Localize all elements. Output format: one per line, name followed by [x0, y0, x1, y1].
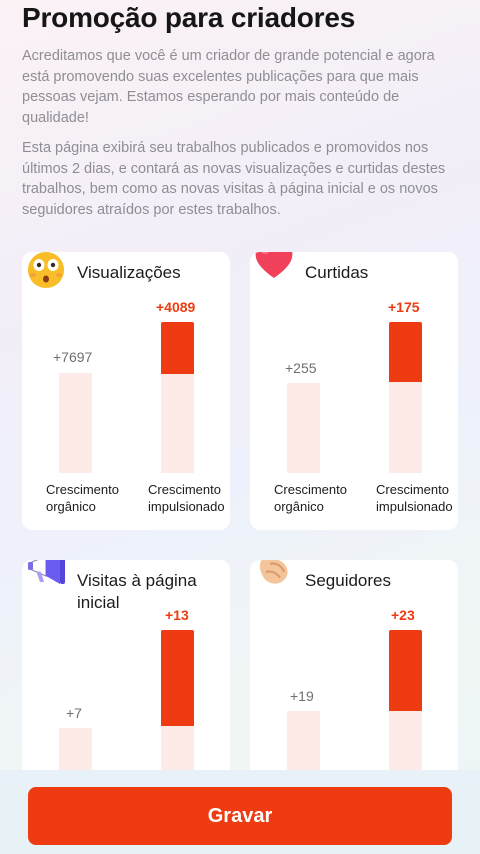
- card-title: Visitas à página inicial: [77, 571, 197, 612]
- boosted-bar: [389, 322, 422, 473]
- boosted-bar-fill: [389, 322, 422, 382]
- card-title: Visualizações: [77, 263, 181, 282]
- description-text: Esta página exibirá seu trabalhos public…: [22, 140, 446, 218]
- megaphone-icon: [28, 560, 65, 584]
- boosted-bar: [161, 630, 194, 790]
- card-followers: Seguidores +19 +23: [250, 560, 458, 790]
- boosted-caption: Crescimento impulsionado: [376, 482, 453, 514]
- boosted-value: +4089: [156, 299, 196, 315]
- boosted-bar: [389, 630, 422, 790]
- organic-caption: Crescimento orgânico: [46, 482, 119, 514]
- organic-value: +19: [290, 688, 314, 704]
- card-profile-visits: Visitas à página inicial +7 +13: [22, 560, 230, 790]
- card-title: Curtidas: [305, 263, 369, 282]
- page-title: Promoção para criadores: [22, 2, 356, 33]
- boosted-bar-fill: [389, 630, 422, 711]
- organic-bar: [59, 373, 92, 473]
- astonished-face-icon: [28, 252, 64, 288]
- card-title: Seguidores: [305, 571, 392, 590]
- boosted-caption: Crescimento impulsionado: [148, 482, 225, 514]
- boosted-value: +23: [391, 607, 415, 623]
- boosted-bar-fill: [161, 322, 194, 374]
- boosted-bar: [161, 322, 194, 473]
- organic-bar: [287, 383, 320, 473]
- card-likes: Curtidas +255 +175 Crescimento orgânico …: [250, 252, 458, 530]
- organic-value: +255: [285, 360, 317, 376]
- boosted-bar-fill: [161, 630, 194, 726]
- organic-value: +7: [66, 705, 82, 721]
- save-button[interactable]: Gravar: [28, 787, 452, 845]
- intro-text: Acreditamos que você é um criador de gra…: [22, 48, 435, 126]
- boosted-value: +175: [388, 299, 420, 315]
- heart-icon: [255, 252, 293, 278]
- handshake-icon: [255, 560, 288, 584]
- card-views: Visualizações +7697 +4089 Crescimento or…: [22, 252, 230, 530]
- organic-value: +7697: [53, 349, 93, 365]
- boosted-value: +13: [165, 607, 189, 623]
- organic-caption: Crescimento orgânico: [274, 482, 347, 514]
